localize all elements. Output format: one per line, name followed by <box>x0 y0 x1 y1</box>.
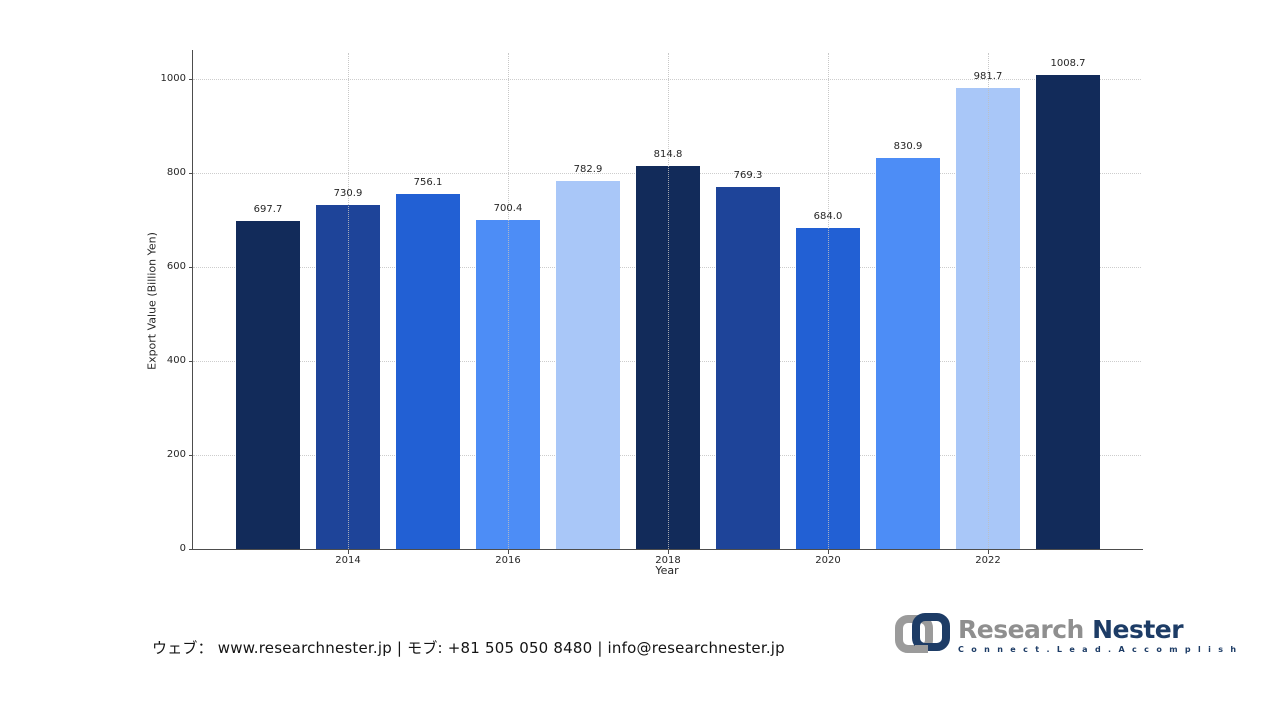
x-tickmark-2014 <box>348 550 349 554</box>
logo-word-research: Research <box>958 615 1084 644</box>
bar-2013 <box>236 221 300 549</box>
x-gridline-2022 <box>988 53 989 549</box>
export-value-bar-chart: Export Value (Billion Yen) Year 0 200 400 6… <box>145 50 1143 577</box>
x-tick-label-2022: 2022 <box>975 555 1001 566</box>
logo-brand-name: Research Nester <box>958 616 1238 643</box>
y-tick-label-800: 800 <box>166 167 186 178</box>
x-gridline-2014 <box>348 53 349 549</box>
bar-value-2014: 730.9 <box>333 188 363 199</box>
bar-value-2013: 697.7 <box>253 204 283 215</box>
y-tick-label-600: 600 <box>166 261 186 272</box>
chain-links-icon <box>893 610 951 660</box>
y-tickmark-0 <box>189 549 193 550</box>
x-tick-label-2016: 2016 <box>495 555 521 566</box>
bar-value-2021: 830.9 <box>893 141 923 152</box>
x-gridline-2020 <box>828 53 829 549</box>
y-tick-label-400: 400 <box>166 355 186 366</box>
bar-value-2019: 769.3 <box>733 170 763 181</box>
bar-value-2015: 756.1 <box>413 177 443 188</box>
bar-2021 <box>876 158 940 549</box>
y-tick-label-0: 0 <box>179 543 186 554</box>
y-tickmark-200 <box>189 455 193 456</box>
x-gridline-2018 <box>668 53 669 549</box>
x-tickmark-2022 <box>988 550 989 554</box>
x-tick-label-2020: 2020 <box>815 555 841 566</box>
y-tickmark-400 <box>189 361 193 362</box>
x-tick-label-2018: 2018 <box>655 555 681 566</box>
x-tickmark-2016 <box>508 550 509 554</box>
y-axis-title: Export Value (Billion Yen) <box>145 232 159 370</box>
x-gridline-2016 <box>508 53 509 549</box>
y-tickmark-600 <box>189 267 193 268</box>
y-gridline-1000 <box>193 79 1141 80</box>
bar-value-2023: 1008.7 <box>1050 58 1086 69</box>
bar-value-2022: 981.7 <box>973 71 1003 82</box>
x-tick-label-2014: 2014 <box>335 555 361 566</box>
bar-value-2017: 782.9 <box>573 164 603 175</box>
bar-value-2016: 700.4 <box>493 203 523 214</box>
bar-2017 <box>556 181 620 549</box>
contact-info-line: ウェブ： www.researchnester.jp | モブ: +81 505… <box>152 639 785 657</box>
bar-value-2020: 684.0 <box>813 211 843 222</box>
logo-tagline: C o n n e c t . L e a d . A c c o m p l … <box>958 645 1239 654</box>
x-tickmark-2018 <box>668 550 669 554</box>
y-tickmark-1000 <box>189 79 193 80</box>
y-axis-spine <box>192 50 193 550</box>
x-tickmark-2020 <box>828 550 829 554</box>
bar-value-2018: 814.8 <box>653 149 683 160</box>
bar-2015 <box>396 194 460 549</box>
research-nester-logo: Research Nester C o n n e c t . L e a d … <box>893 610 1238 660</box>
x-axis-title: Year <box>655 564 679 577</box>
x-axis-spine <box>192 549 1143 550</box>
logo-text: Research Nester C o n n e c t . L e a d … <box>958 616 1238 654</box>
y-tick-label-1000: 1000 <box>160 73 186 84</box>
y-tickmark-800 <box>189 173 193 174</box>
logo-word-nester: Nester <box>1092 615 1184 644</box>
bar-2019 <box>716 187 780 549</box>
bar-2023 <box>1036 75 1100 549</box>
y-tick-label-200: 200 <box>166 449 186 460</box>
